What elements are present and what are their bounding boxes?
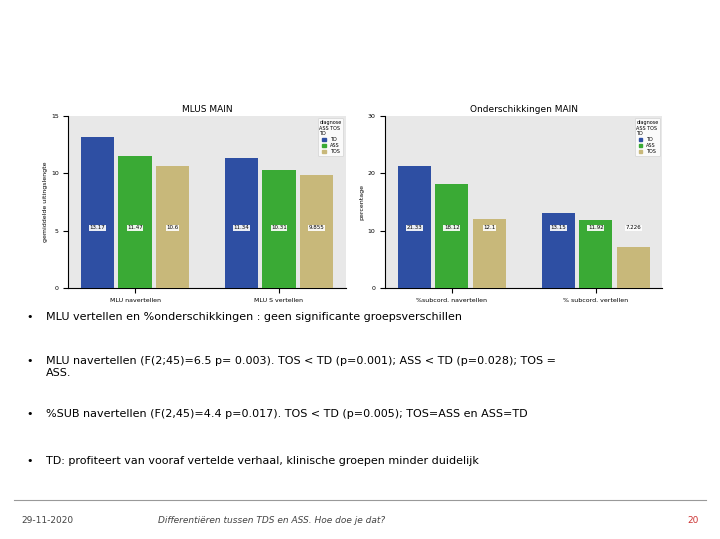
Bar xyxy=(300,175,333,288)
Y-axis label: percentage: percentage xyxy=(360,184,365,220)
Text: 13.15: 13.15 xyxy=(551,225,566,231)
Text: 11.34: 11.34 xyxy=(234,225,249,231)
Text: Differentiëren tussen TDS en ASS. Hoe doe je dat?: Differentiëren tussen TDS en ASS. Hoe do… xyxy=(158,516,385,524)
Text: K: K xyxy=(619,9,632,27)
Text: •: • xyxy=(27,312,33,322)
Text: T: T xyxy=(620,42,631,60)
Title: Onderschikkingen MAIN: Onderschikkingen MAIN xyxy=(469,105,577,114)
Text: A: A xyxy=(656,42,669,60)
Text: Morfosyntaxis (MAIN): Morfosyntaxis (MAIN) xyxy=(16,44,356,72)
Text: 21.33: 21.33 xyxy=(407,225,422,231)
Text: S: S xyxy=(694,75,706,93)
Text: %SUB navertellen (F(2,45)=4.4 p=0.017). TOS < TD (p=0.005); TOS=ASS en ASS=TD: %SUB navertellen (F(2,45)=4.4 p=0.017). … xyxy=(45,410,527,419)
Text: 7.226: 7.226 xyxy=(626,225,641,231)
Text: •: • xyxy=(27,455,33,466)
Bar xyxy=(579,220,612,288)
Bar xyxy=(118,156,152,288)
Text: L: L xyxy=(620,75,631,93)
Text: 11.47: 11.47 xyxy=(127,225,143,231)
Y-axis label: gemiddelde uitingslengte: gemiddelde uitingslengte xyxy=(43,162,48,243)
Title: MLUS MAIN: MLUS MAIN xyxy=(181,105,233,114)
Bar xyxy=(542,213,575,288)
Bar xyxy=(225,158,258,288)
Text: MLU vertellen en %onderschikkingen : geen significante groepsverschillen: MLU vertellen en %onderschikkingen : gee… xyxy=(45,312,462,322)
Text: MLU navertellen (F(2;45)=6.5 p= 0.003). TOS < TD (p=0.001); ASS < TD (p=0.028); : MLU navertellen (F(2;45)=6.5 p= 0.003). … xyxy=(45,356,556,378)
Text: E: E xyxy=(657,9,668,27)
Bar xyxy=(262,170,295,288)
Text: 11.92: 11.92 xyxy=(588,225,603,231)
Text: TD: profiteert van vooraf vertelde verhaal, klinische groepen minder duidelijk: TD: profiteert van vooraf vertelde verha… xyxy=(45,455,478,466)
Text: •: • xyxy=(27,410,33,419)
Text: N: N xyxy=(693,9,707,27)
Legend: TD, ASS, TOS: TD, ASS, TOS xyxy=(635,119,660,156)
Text: 12.1: 12.1 xyxy=(483,225,495,231)
Text: 18.12: 18.12 xyxy=(444,225,459,231)
Text: 10.6: 10.6 xyxy=(166,225,179,231)
Text: ♕: ♕ xyxy=(694,45,706,58)
Bar xyxy=(473,219,506,288)
Text: 13.17: 13.17 xyxy=(90,225,105,231)
Text: •: • xyxy=(27,356,33,366)
Text: 10.31: 10.31 xyxy=(271,225,287,231)
Bar xyxy=(617,247,650,288)
Bar xyxy=(436,184,469,288)
Bar xyxy=(398,165,431,288)
Bar xyxy=(156,167,189,288)
Bar xyxy=(81,137,114,288)
Text: I: I xyxy=(660,75,666,93)
Text: 20: 20 xyxy=(687,516,698,524)
Text: 9.855: 9.855 xyxy=(309,225,324,231)
Text: 29-11-2020: 29-11-2020 xyxy=(22,516,73,524)
Legend: TD, ASS, TOS: TD, ASS, TOS xyxy=(318,119,343,156)
